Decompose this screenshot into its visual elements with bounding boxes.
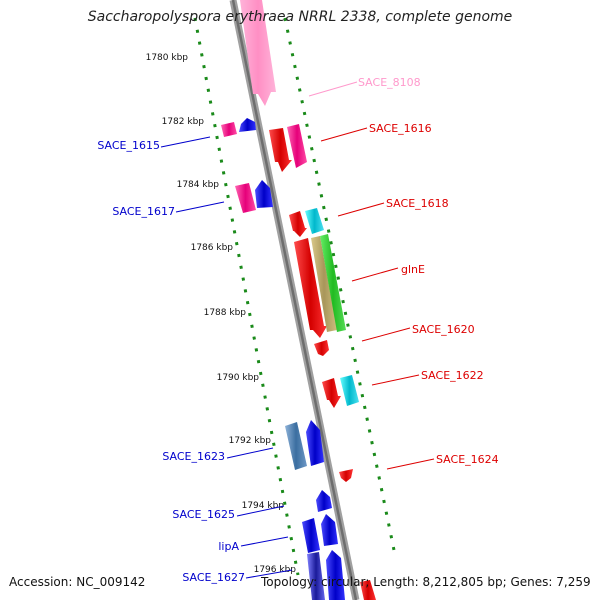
gene-label-sace-1620: SACE_1620 bbox=[412, 323, 475, 336]
gene-arrow-sace-1623[interactable] bbox=[306, 420, 324, 466]
gene-arrow-glne-c[interactable] bbox=[320, 234, 346, 332]
gene-arrow-lipa-a[interactable] bbox=[302, 518, 320, 553]
callout-lines bbox=[160, 81, 435, 579]
gene-arrow-sace-1615[interactable] bbox=[239, 118, 256, 132]
gene-label-sace-1615: SACE_1615 bbox=[97, 139, 160, 152]
right-dotted-guide bbox=[283, 17, 397, 556]
gene-arrow-sace-1622[interactable] bbox=[322, 378, 341, 408]
gene-label-lipa: lipA bbox=[218, 540, 239, 553]
gene-label-sace-1623: SACE_1623 bbox=[162, 450, 225, 463]
tick-label: 1784 kbp bbox=[177, 180, 220, 190]
gene-arrow-glne[interactable] bbox=[294, 238, 327, 338]
gene-arrow-sace-1624[interactable] bbox=[339, 469, 353, 482]
left-dotted-guide bbox=[193, 17, 300, 576]
gene-arrow-offscreen[interactable] bbox=[360, 580, 376, 600]
gene-label-sace-1622: SACE_1622 bbox=[421, 369, 484, 382]
gene-arrow-sace-1618-b[interactable] bbox=[305, 208, 324, 234]
tick-label: 1788 kbp bbox=[204, 308, 247, 318]
gene-labels: SACE_8108 SACE_1615 SACE_1616 SACE_1617 … bbox=[97, 76, 498, 584]
tick-label: 1786 kbp bbox=[191, 243, 234, 253]
gene-arrow-sace-8108[interactable] bbox=[240, 0, 276, 106]
gene-arrow-sace-1617[interactable] bbox=[255, 180, 273, 208]
gene-arrow-sace-1623-a[interactable] bbox=[285, 422, 307, 470]
gene-arrow-glne-b[interactable] bbox=[311, 236, 337, 332]
gene-arrow-lipa[interactable] bbox=[321, 514, 338, 546]
tick-label: 1780 kbp bbox=[146, 53, 189, 63]
kbp-ticks: 1780 kbp 1782 kbp 1784 kbp 1786 kbp 1788… bbox=[146, 53, 297, 575]
gene-label-sace-1627: SACE_1627 bbox=[182, 571, 245, 584]
gene-arrow-sace-1625[interactable] bbox=[316, 490, 332, 512]
gene-label-sace-1625: SACE_1625 bbox=[172, 508, 235, 521]
gene-features bbox=[221, 0, 376, 600]
gene-label-sace-1624: SACE_1624 bbox=[436, 453, 499, 466]
gene-arrow-sace-1616[interactable] bbox=[269, 128, 292, 172]
accession-label: Accession: NC_009142 bbox=[9, 575, 146, 589]
map-title: Saccharopolyspora erythraea NRRL 2338, c… bbox=[87, 9, 513, 25]
tick-label: 1792 kbp bbox=[229, 436, 272, 446]
gene-arrow-sace-1616-b[interactable] bbox=[287, 124, 307, 168]
genome-backbone bbox=[229, 0, 360, 600]
gene-label-sace-8108: SACE_8108 bbox=[358, 76, 421, 89]
gene-arrow-sace-1627[interactable] bbox=[326, 550, 345, 600]
gene-arrow-sace-1617-a[interactable] bbox=[235, 183, 256, 213]
gene-arrow-sace-1618[interactable] bbox=[289, 211, 307, 237]
topology-label: Topology: circular; Length: 8,212,805 bp… bbox=[261, 575, 591, 589]
gene-label-sace-1617: SACE_1617 bbox=[112, 205, 175, 218]
tick-label: 1796 kbp bbox=[254, 565, 297, 575]
gene-arrow-sace-1627-a[interactable] bbox=[307, 552, 325, 600]
gene-label-sace-1618: SACE_1618 bbox=[386, 197, 449, 210]
tick-label: 1794 kbp bbox=[242, 501, 285, 511]
gene-arrow-sace-1615-a[interactable] bbox=[221, 122, 237, 137]
gene-arrow-sace-1620[interactable] bbox=[314, 340, 329, 356]
tick-label: 1782 kbp bbox=[162, 117, 205, 127]
gene-label-sace-1616: SACE_1616 bbox=[369, 122, 432, 135]
gene-label-glne: glnE bbox=[401, 263, 425, 276]
gene-arrow-sace-1622-b[interactable] bbox=[340, 375, 359, 406]
tick-label: 1790 kbp bbox=[217, 373, 260, 383]
